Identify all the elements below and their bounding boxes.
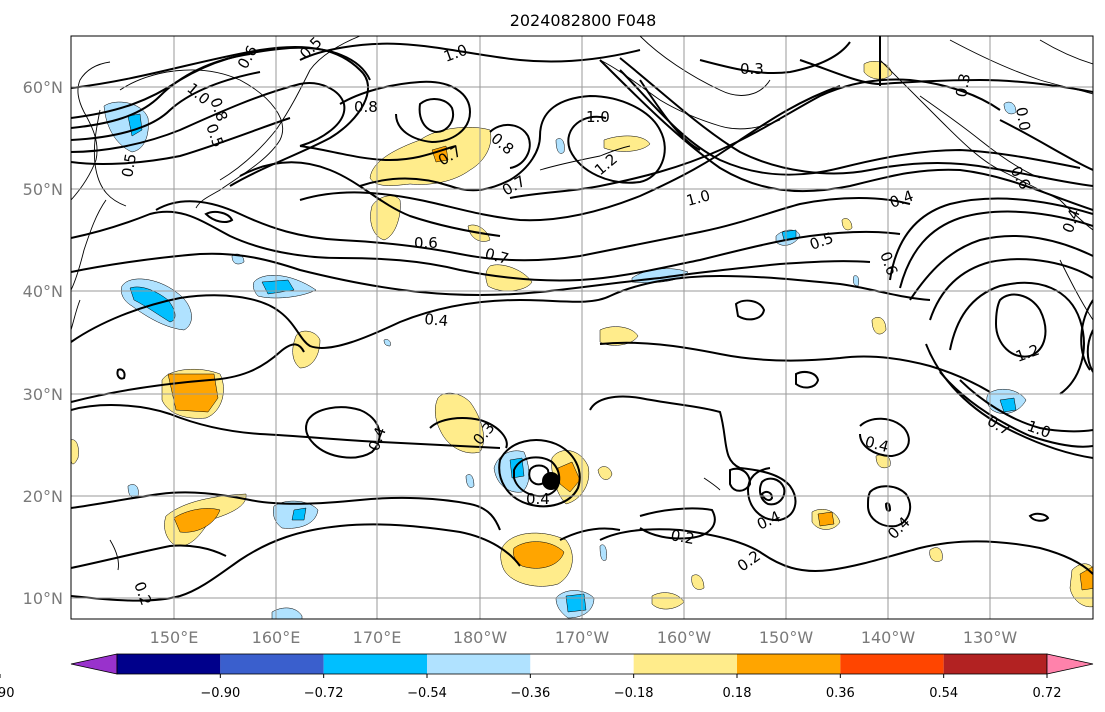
colorbar-segment [737, 654, 841, 674]
lon-label: 140°W [861, 628, 916, 647]
map-title: 2024082800 F048 [510, 11, 657, 30]
colorbar-segment [530, 654, 634, 674]
colorbar-tick-label: 0.90 [0, 686, 14, 701]
colorbar-segment [220, 654, 324, 674]
contour-label: 0.4 [424, 310, 449, 330]
lat-label: 60°N [23, 78, 63, 97]
lon-label: 170°W [555, 628, 610, 647]
contour-label: 0.4 [863, 432, 891, 456]
lon-label: 180°W [453, 628, 508, 647]
lat-label: 50°N [23, 180, 63, 199]
latitude-labels: 60°N 50°N 40°N 30°N 20°N 10°N [23, 78, 63, 608]
lon-label: 160°E [252, 628, 301, 647]
map-panel: 1.0 0.6 0.5 0.8 0.5 0.5 0.8 1.0 0.7 0.8 … [71, 36, 1093, 619]
contour-label: 1.0 [684, 186, 712, 210]
colorbar-tick-label: 0.72 [1033, 686, 1062, 701]
contour-label: 0.5 [118, 152, 140, 179]
contour-label: 0.8 [354, 98, 378, 116]
colorbar-tick-label: −0.18 [614, 686, 654, 701]
contour-label: 0.2 [669, 526, 696, 548]
lat-label: 10°N [23, 589, 63, 608]
colorbar-segment [323, 654, 427, 674]
colorbar-segment [943, 654, 1047, 674]
contour-label: 0.0 [1012, 106, 1034, 133]
contour-label: 0.6 [414, 234, 438, 252]
negative-anomaly-patches [103, 101, 1027, 619]
colorbar-ticks: −0.90 −0.72 −0.54 −0.36 −0.18 0.18 0.36 0.54 0.7… [0, 674, 1061, 701]
colorbar-tick-label: −0.72 [304, 686, 344, 701]
map-border [70, 35, 1094, 620]
colorbar-segments [116, 653, 1048, 675]
positive-anomaly-patches [71, 61, 1093, 610]
colorbar-extend-low [70, 653, 118, 675]
lat-label: 20°N [23, 487, 63, 506]
colorbar-tick-label: 0.54 [929, 686, 958, 701]
colorbar-tick-label: −0.90 [200, 686, 240, 701]
lat-label: 40°N [23, 282, 63, 301]
lon-label: 130°W [963, 628, 1018, 647]
colorbar-tick-label: 0.36 [826, 686, 855, 701]
lon-label: 150°W [759, 628, 814, 647]
lon-label: 160°W [657, 628, 712, 647]
colorbar-extend-high [1046, 653, 1094, 675]
shading-layer [71, 61, 1093, 619]
colorbar-tick-label: 0.18 [723, 686, 752, 701]
colorbar-segment [117, 654, 221, 674]
colorbar-segment [840, 654, 944, 674]
gridlines [71, 36, 1093, 619]
contour-label: 1.0 [586, 108, 610, 126]
colorbar-segment [633, 654, 737, 674]
colorbar-tick-label: −0.54 [407, 686, 447, 701]
coastlines [71, 36, 1093, 571]
longitude-labels: 150°E 160°E 170°E 180°W 170°W 160°W 150°… [150, 628, 1018, 647]
colorbar-segment [427, 654, 531, 674]
contour-label: 0.7 [483, 244, 511, 268]
lon-label: 150°E [150, 628, 199, 647]
contour-label: 0.3 [740, 60, 764, 78]
colorbar: −0.90 −0.72 −0.54 −0.36 −0.18 0.18 0.36 0.54 0.7… [0, 653, 1094, 701]
contour-label: 0.3 [952, 72, 974, 99]
contour-label: 0.4 [526, 490, 550, 508]
lon-label: 170°E [353, 628, 402, 647]
lat-label: 30°N [23, 385, 63, 404]
storm-center-marker [542, 472, 560, 490]
contour-lines [71, 36, 1093, 602]
colorbar-tick-label: −0.36 [510, 686, 550, 701]
